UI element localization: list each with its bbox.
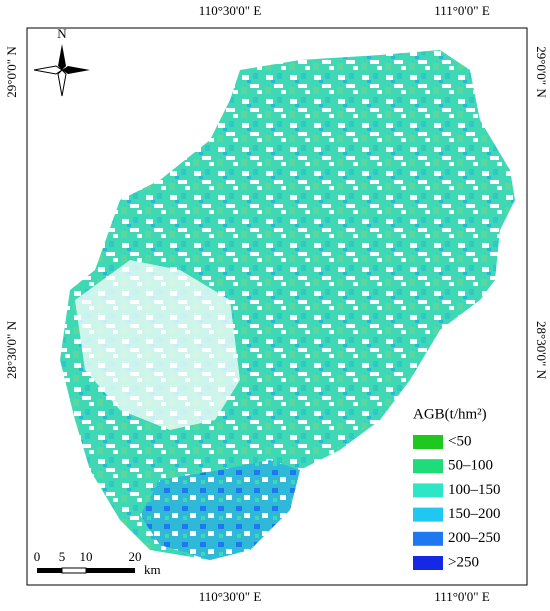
legend-label: 200–250 <box>448 530 501 546</box>
forest-area <box>60 50 515 560</box>
scale-bar <box>37 567 135 574</box>
scale-unit: km <box>144 562 161 577</box>
lat-label: 29°0'0" N <box>534 46 549 98</box>
scale-label: 5 <box>59 549 66 564</box>
lon-label: 110°30'0" E <box>199 3 262 18</box>
legend-label: <50 <box>448 433 471 449</box>
lat-label: 29°0'0" N <box>4 46 19 98</box>
legend-label: 50–100 <box>448 458 493 474</box>
scale-label: 10 <box>80 549 93 564</box>
legend-swatch <box>413 435 443 449</box>
lon-label: 111°0'0" E <box>434 589 490 604</box>
lon-label: 110°30'0" E <box>199 589 262 604</box>
north-label: N <box>57 26 67 41</box>
legend-swatch <box>413 556 443 570</box>
legend: <50 50–100 100–150 150–200 200–250 >250 <box>413 433 501 570</box>
legend-swatch <box>413 459 443 474</box>
legend-swatch <box>413 483 443 498</box>
lat-label: 28°30'0" N <box>4 320 19 379</box>
legend-label: 150–200 <box>448 506 501 522</box>
scale-label: 20 <box>129 549 142 564</box>
dense-area <box>140 460 300 560</box>
legend-label: 100–150 <box>448 482 501 498</box>
legend-swatch <box>413 531 443 546</box>
legend-swatch <box>413 507 443 522</box>
north-arrow <box>33 44 90 97</box>
map-frame <box>26 27 528 586</box>
scale-label: 0 <box>34 549 41 564</box>
lon-label: 111°0'0" E <box>434 3 490 18</box>
sparse-area <box>75 260 240 430</box>
legend-title: AGB(t/hm²) <box>413 406 487 422</box>
legend-label: >250 <box>448 554 479 570</box>
lat-label: 28°30'0" N <box>534 321 549 380</box>
